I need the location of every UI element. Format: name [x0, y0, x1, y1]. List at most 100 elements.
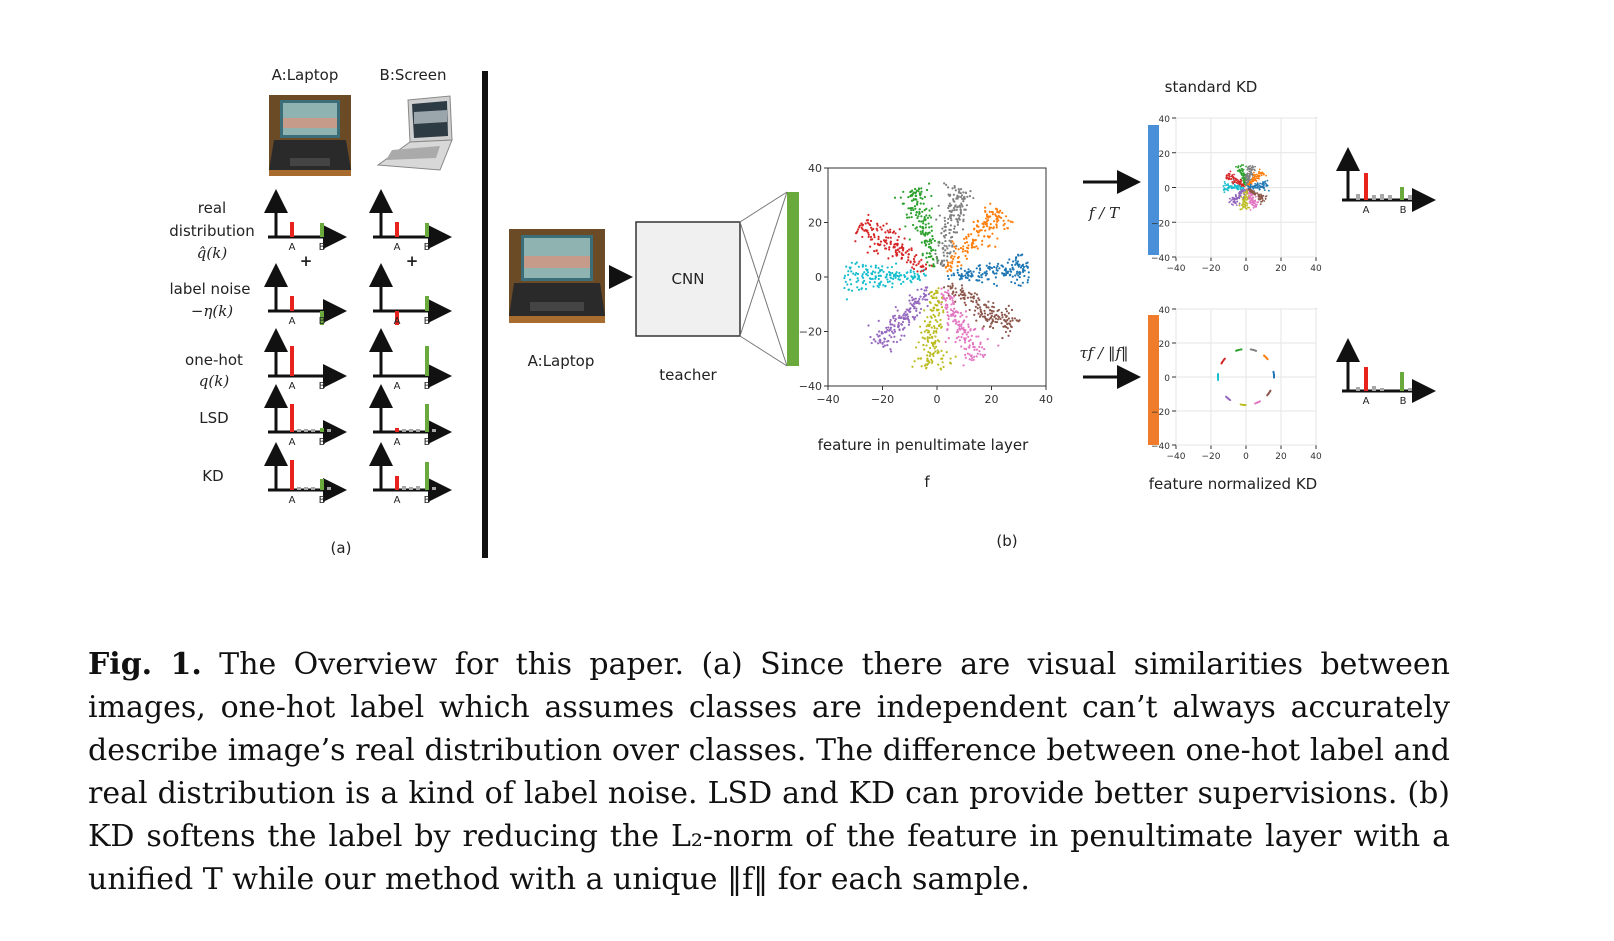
scatter-point — [1243, 193, 1246, 196]
scatter-point — [924, 263, 928, 266]
scatter-point — [907, 319, 910, 322]
scatter-point — [930, 358, 933, 361]
scatter-point — [975, 335, 978, 338]
scatter-point — [950, 266, 953, 269]
scatter-point — [883, 344, 887, 347]
scatter-point — [923, 320, 927, 323]
scatter-point — [977, 231, 980, 234]
scatter-point — [1239, 194, 1241, 197]
scatter-point — [869, 335, 872, 339]
tick-a: A — [289, 437, 296, 448]
tick-b: B — [424, 242, 431, 253]
scatter-point — [947, 206, 950, 210]
scatter-point — [889, 241, 892, 244]
scatter-point — [1242, 206, 1245, 209]
scatter-point — [959, 267, 963, 270]
scatter-point — [952, 257, 955, 261]
scatter-point — [957, 273, 961, 277]
scatter-point — [912, 267, 916, 271]
scatter-point — [977, 297, 980, 300]
scatter-point — [864, 287, 868, 291]
scatter-point — [893, 330, 897, 333]
tick-a: A — [394, 242, 401, 253]
scatter-point — [886, 280, 890, 284]
scatter-point — [987, 300, 990, 303]
scatter-point — [865, 272, 868, 276]
scatter-point — [876, 224, 879, 227]
output-bar — [1380, 388, 1384, 391]
scatter-point — [1238, 183, 1241, 186]
scatter-point — [947, 337, 950, 340]
scatter-point — [987, 245, 990, 248]
scatter-point — [1001, 316, 1004, 319]
op-standard: f / T — [1088, 204, 1120, 222]
scatter-point — [887, 257, 890, 260]
scatter-point — [930, 316, 933, 320]
scatter-point — [973, 348, 976, 352]
scatter-point — [856, 230, 859, 233]
y-tick-label: 0 — [815, 271, 822, 284]
scatter-point — [964, 341, 967, 344]
scatter-point — [1246, 192, 1249, 195]
x-tick-label: −20 — [1202, 452, 1221, 462]
scatter-point — [952, 242, 955, 245]
scatter-point — [873, 338, 876, 341]
scatter-point — [1266, 179, 1269, 182]
scatter-point — [889, 236, 892, 239]
scatter-point — [893, 319, 897, 322]
scatter-point — [1263, 173, 1265, 176]
scatter-point — [861, 281, 865, 284]
scatter-point — [1249, 172, 1251, 175]
scatter-point — [955, 291, 958, 294]
mini-bar — [395, 476, 399, 490]
scatter-point — [959, 206, 962, 209]
scatter-point — [1267, 392, 1270, 395]
scatter-point — [922, 343, 925, 347]
scatter-point — [915, 309, 918, 312]
scatter-point — [995, 320, 999, 324]
scatter-point — [867, 235, 870, 238]
scatter-point — [847, 270, 850, 273]
scatter-point — [913, 276, 916, 279]
standard-kd-title: standard KD — [1165, 78, 1258, 96]
scatter-point — [944, 306, 947, 309]
scatter-point — [1000, 311, 1003, 314]
scatter-point — [917, 277, 920, 280]
scatter-point — [1011, 317, 1014, 320]
scatter-point — [1233, 186, 1236, 189]
scatter-point — [911, 299, 914, 302]
scatter-point — [1009, 268, 1012, 271]
scatter-point — [951, 299, 954, 302]
scatter-point — [866, 271, 870, 274]
y-tick-label: 40 — [1159, 115, 1171, 125]
scatter-point — [934, 350, 937, 353]
scatter-point — [894, 249, 897, 252]
scatter-point — [965, 315, 968, 318]
scatter-point — [1253, 201, 1255, 204]
row-label-one-hot: one-hot — [185, 351, 243, 369]
feature-bar-green — [787, 192, 799, 366]
scatter-point — [1014, 259, 1017, 262]
scatter-point — [986, 313, 990, 316]
cluster-2ca02c — [893, 182, 941, 268]
figure-1: A:Laptop B:Screen real distribution q̂(k… — [169, 66, 1436, 558]
scatter-point — [908, 238, 911, 241]
scatter-point — [995, 266, 998, 269]
scatter-point — [967, 274, 970, 277]
scatter-point — [923, 309, 926, 312]
scatter-point — [940, 232, 943, 235]
scatter-point — [910, 296, 914, 299]
cluster-8c564b — [1266, 389, 1272, 397]
scatter-point — [897, 321, 900, 325]
scatter-point — [1232, 186, 1235, 189]
scatter-point — [952, 301, 955, 304]
scatter-point — [925, 289, 928, 292]
scatter-point — [897, 323, 900, 326]
scatter-point — [952, 198, 955, 201]
scatter-point — [959, 188, 963, 191]
scatter-point — [960, 273, 963, 276]
scatter-point — [961, 333, 964, 336]
scatter-point — [1235, 204, 1238, 207]
scatter-point — [1009, 269, 1012, 273]
